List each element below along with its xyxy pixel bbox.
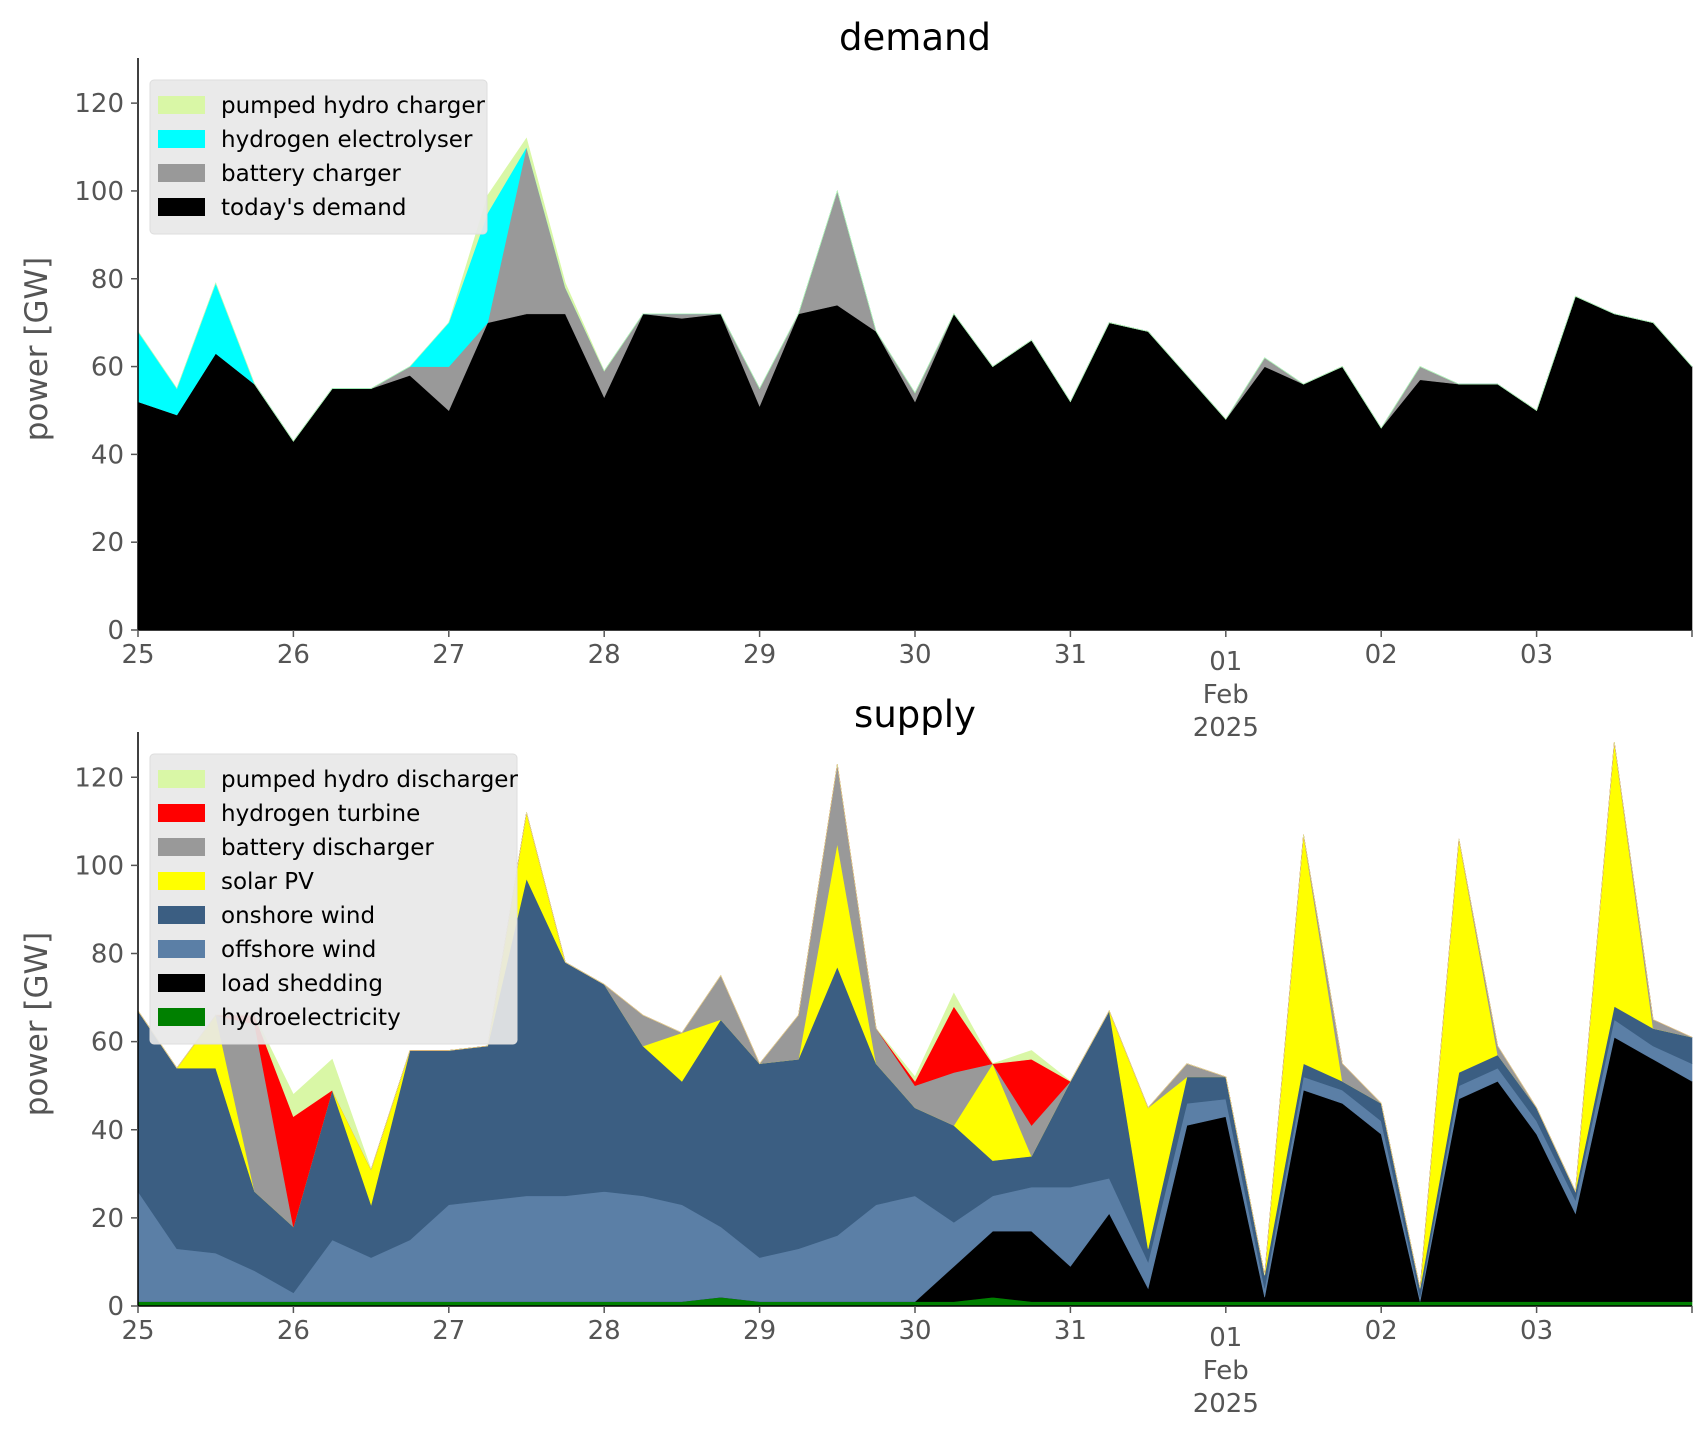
- legend-swatch-onshore-wind: [158, 906, 205, 924]
- legend-label-battery-discharger: battery discharger: [221, 835, 434, 861]
- legend-swatch-load-shedding: [158, 974, 205, 992]
- x-tick-label: 29: [743, 640, 776, 670]
- legend: pumped hydro discharger hydrogen turbine b…: [149, 753, 518, 1045]
- legend-box: [149, 79, 488, 235]
- y-tick-label: 0: [107, 616, 124, 646]
- y-tick-label: 20: [91, 528, 124, 558]
- x-tick-label: 25: [121, 1316, 154, 1346]
- x-tick-label: 01: [1209, 1323, 1242, 1353]
- y-tick-label: 120: [74, 763, 124, 793]
- legend-swatch-hydrogen-electrolyser: [158, 130, 205, 148]
- x-tick-label: 30: [898, 1316, 931, 1346]
- y-tick-label: 60: [91, 353, 124, 383]
- legend-box: [149, 753, 518, 1045]
- legend-swatch-pumped-hydro-discharger: [158, 770, 205, 788]
- x-tick-label: 27: [432, 640, 465, 670]
- x-tick-sublabel: Feb: [1203, 1356, 1249, 1386]
- x-tick-label: 29: [743, 1316, 776, 1346]
- x-tick-label: 26: [277, 640, 310, 670]
- legend-label-onshore-wind: onshore wind: [221, 903, 375, 929]
- y-tick-label: 40: [91, 440, 124, 470]
- y-tick-label: 0: [107, 1292, 124, 1322]
- y-axis-label: power [GW]: [19, 932, 55, 1117]
- x-tick-label: 01: [1209, 647, 1242, 677]
- x-tick-label: 28: [588, 640, 621, 670]
- legend-swatch-battery-charger: [158, 164, 205, 182]
- legend-swatch-today-s-demand: [158, 198, 205, 216]
- legend: pumped hydro charger hydrogen electrolyse…: [149, 79, 488, 235]
- x-tick-label: 03: [1520, 1316, 1553, 1346]
- y-tick-label: 120: [74, 89, 124, 119]
- x-tick-sublabel: 2025: [1193, 1389, 1259, 1419]
- legend-label-hydrogen-turbine: hydrogen turbine: [221, 801, 420, 827]
- x-tick-sublabel: 2025: [1193, 713, 1259, 743]
- legend-swatch-pumped-hydro-charger: [158, 96, 205, 114]
- legend-label-hydroelectricity: hydroelectricity: [221, 1005, 401, 1031]
- legend-swatch-battery-discharger: [158, 838, 205, 856]
- area-today-s-demand: [137, 295, 1693, 631]
- y-tick-label: 20: [91, 1204, 124, 1234]
- legend-label-battery-charger: battery charger: [221, 161, 401, 187]
- x-tick-label: 26: [277, 1316, 310, 1346]
- y-tick-label: 80: [91, 940, 124, 970]
- legend-label-solar-pv: solar PV: [221, 869, 314, 895]
- x-tick-label: 25: [121, 640, 154, 670]
- y-axis-label: power [GW]: [19, 257, 55, 442]
- x-tick-label: 03: [1520, 640, 1553, 670]
- y-tick-label: 80: [91, 265, 124, 295]
- legend-label-today-s-demand: today's demand: [221, 195, 406, 221]
- legend-label-pumped-hydro-discharger: pumped hydro discharger: [221, 767, 518, 793]
- x-tick-label: 31: [1054, 1316, 1087, 1346]
- x-tick-label: 31: [1054, 640, 1087, 670]
- legend-label-pumped-hydro-charger: pumped hydro charger: [221, 93, 485, 119]
- legend-label-load-shedding: load shedding: [221, 971, 383, 997]
- legend-swatch-offshore-wind: [158, 940, 205, 958]
- x-tick-label: 02: [1365, 1316, 1398, 1346]
- legend-label-hydrogen-electrolyser: hydrogen electrolyser: [221, 127, 473, 153]
- x-tick-label: 27: [432, 1316, 465, 1346]
- legend-label-offshore-wind: offshore wind: [221, 937, 376, 963]
- chart-title: demand: [839, 16, 991, 59]
- y-tick-label: 40: [91, 1116, 124, 1146]
- y-tick-label: 60: [91, 1028, 124, 1058]
- legend-swatch-hydroelectricity: [158, 1008, 205, 1026]
- legend-swatch-hydrogen-turbine: [158, 804, 205, 822]
- x-tick-label: 30: [898, 640, 931, 670]
- y-tick-label: 100: [74, 851, 124, 881]
- x-tick-sublabel: Feb: [1203, 680, 1249, 710]
- legend-swatch-solar-pv: [158, 872, 205, 890]
- chart-title: supply: [854, 693, 976, 736]
- series-areas: [137, 741, 1693, 1307]
- x-tick-label: 02: [1365, 640, 1398, 670]
- x-tick-label: 28: [588, 1316, 621, 1346]
- y-tick-label: 100: [74, 177, 124, 207]
